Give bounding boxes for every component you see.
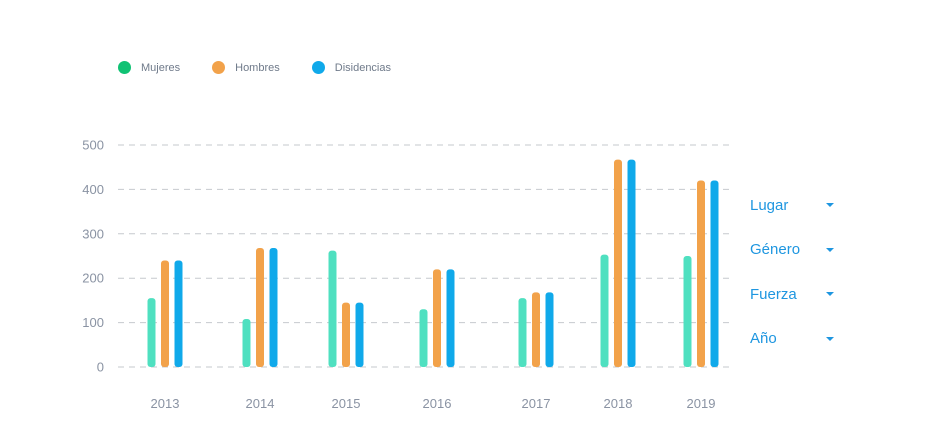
legend-label: Mujeres bbox=[141, 61, 181, 74]
bar-mujeres-2015 bbox=[328, 250, 337, 367]
bar-disidencias-2015 bbox=[355, 302, 364, 367]
filter-label: Fuerza bbox=[750, 285, 797, 303]
legend-dot-icon bbox=[212, 61, 226, 74]
bar-disidencias-2016 bbox=[446, 269, 455, 367]
bar-mujeres-2018 bbox=[600, 254, 609, 367]
caret-down-icon bbox=[826, 203, 834, 208]
bar-disidencias-2019 bbox=[710, 180, 719, 367]
bar-mujeres-2019 bbox=[683, 256, 692, 367]
bar-hombres-2014 bbox=[256, 248, 264, 367]
y-tick-label: 400 bbox=[82, 182, 104, 197]
filter-genero-dropdown[interactable]: Género bbox=[750, 228, 840, 273]
filter-anio-dropdown[interactable]: Año bbox=[750, 317, 840, 362]
caret-down-icon bbox=[826, 292, 834, 297]
y-tick-label: 500 bbox=[82, 138, 104, 153]
x-tick-label: 2014 bbox=[246, 396, 275, 411]
chart-legend: Mujeres Hombres Disidencias bbox=[118, 61, 423, 74]
bar-disidencias-2013 bbox=[174, 260, 183, 367]
y-tick-label: 0 bbox=[97, 360, 104, 375]
bar-hombres-2015 bbox=[342, 302, 350, 367]
legend-dot-icon bbox=[311, 61, 325, 74]
x-tick-label: 2017 bbox=[522, 396, 551, 411]
x-tick-label: 2013 bbox=[151, 396, 180, 411]
bar-mujeres-2014 bbox=[242, 319, 251, 367]
bar-hombres-2019 bbox=[697, 180, 705, 367]
y-tick-label: 200 bbox=[82, 271, 104, 286]
bar-chart: 0 100 200 300 400 500 2013 2014 2015 2016 2017 2018… bbox=[82, 138, 730, 411]
x-tick-label: 2015 bbox=[332, 396, 361, 411]
bar-hombres-2018 bbox=[614, 159, 622, 367]
bar-mujeres-2016 bbox=[419, 309, 428, 367]
legend-label: Disidencias bbox=[334, 61, 391, 74]
legend-item-disidencias[interactable]: Disidencias bbox=[311, 61, 391, 74]
bar-mujeres-2017 bbox=[518, 298, 527, 367]
x-tick-label: 2019 bbox=[687, 396, 716, 411]
filter-label: Año bbox=[750, 330, 777, 348]
bar-hombres-2016 bbox=[433, 269, 441, 367]
bar-hombres-2013 bbox=[161, 260, 169, 367]
x-tick-label: 2016 bbox=[423, 396, 452, 411]
legend-item-hombres[interactable]: Hombres bbox=[212, 61, 280, 74]
bar-mujeres-2013 bbox=[147, 298, 156, 367]
bar-hombres-2017 bbox=[532, 292, 540, 367]
bar-disidencias-2014 bbox=[269, 248, 278, 367]
caret-down-icon bbox=[826, 247, 834, 252]
bar-disidencias-2017 bbox=[545, 292, 554, 367]
filter-lugar-dropdown[interactable]: Lugar bbox=[750, 183, 840, 228]
filter-fuerza-dropdown[interactable]: Fuerza bbox=[750, 272, 840, 317]
legend-dot-icon bbox=[118, 61, 131, 74]
x-tick-label: 2018 bbox=[604, 396, 633, 411]
filter-label: Lugar bbox=[750, 196, 789, 214]
legend-label: Hombres bbox=[235, 61, 280, 74]
caret-down-icon bbox=[826, 336, 834, 341]
bar-disidencias-2018 bbox=[627, 159, 636, 367]
filter-label: Género bbox=[750, 241, 801, 259]
filter-panel: Lugar Género Fuerza Año bbox=[750, 183, 840, 361]
legend-item-mujeres[interactable]: Mujeres bbox=[118, 61, 180, 74]
y-tick-label: 300 bbox=[82, 226, 104, 241]
y-tick-label: 100 bbox=[82, 315, 104, 330]
